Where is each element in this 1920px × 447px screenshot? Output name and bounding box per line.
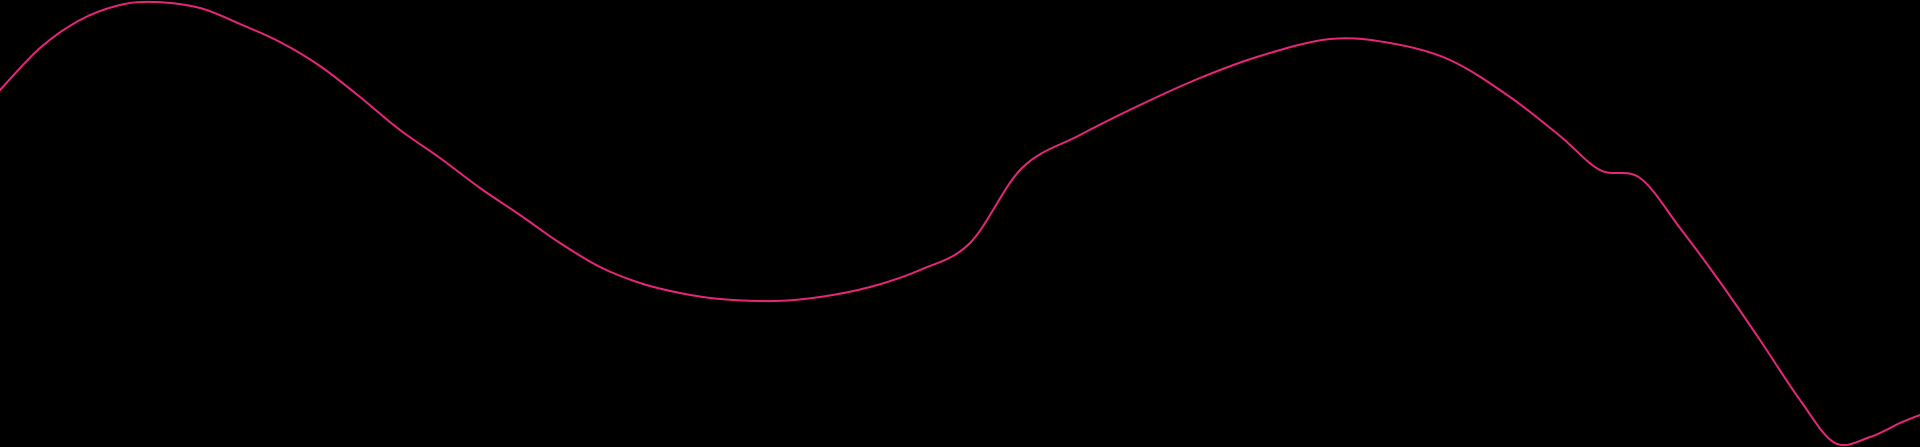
chart-canvas xyxy=(0,0,1920,447)
line-chart-svg xyxy=(0,0,1920,447)
pink-wave-curve xyxy=(0,0,1920,447)
chart-background xyxy=(0,0,1920,447)
